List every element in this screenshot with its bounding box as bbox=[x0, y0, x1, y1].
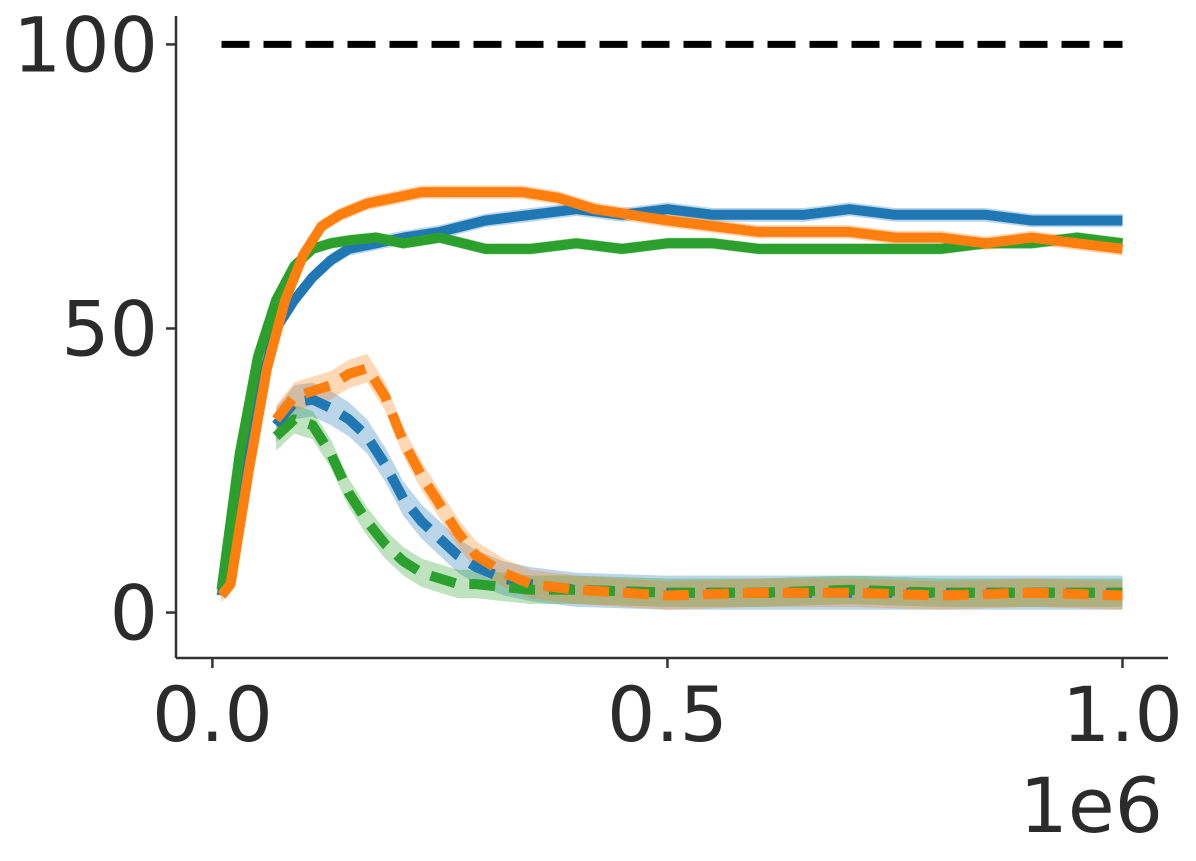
series-lines bbox=[216, 187, 1124, 601]
series-band-3 bbox=[276, 382, 1123, 610]
series-line-3 bbox=[272, 394, 1123, 598]
series-line-2 bbox=[217, 187, 1124, 599]
series-line-4 bbox=[272, 414, 1123, 598]
x-tick-label: 0.0 bbox=[152, 670, 273, 759]
x-tick-label: 0.5 bbox=[607, 670, 728, 759]
series-band-4 bbox=[276, 405, 1123, 607]
series-line-5 bbox=[272, 363, 1123, 601]
series-band-0 bbox=[221, 202, 1123, 603]
confidence-bands bbox=[221, 185, 1123, 610]
x-offset-label: 1e6 bbox=[1020, 761, 1163, 850]
series-band-5 bbox=[276, 354, 1123, 610]
series-line-0 bbox=[216, 204, 1123, 597]
y-tick-label: 100 bbox=[13, 0, 158, 89]
y-tick-label: 0 bbox=[110, 569, 158, 658]
y-tick-label: 50 bbox=[61, 284, 158, 373]
x-axis-ticks: 0.0 0.5 1.0 bbox=[152, 658, 1183, 759]
x-tick-label: 1.0 bbox=[1062, 670, 1183, 759]
y-axis-ticks: 0 50 100 bbox=[13, 0, 176, 658]
